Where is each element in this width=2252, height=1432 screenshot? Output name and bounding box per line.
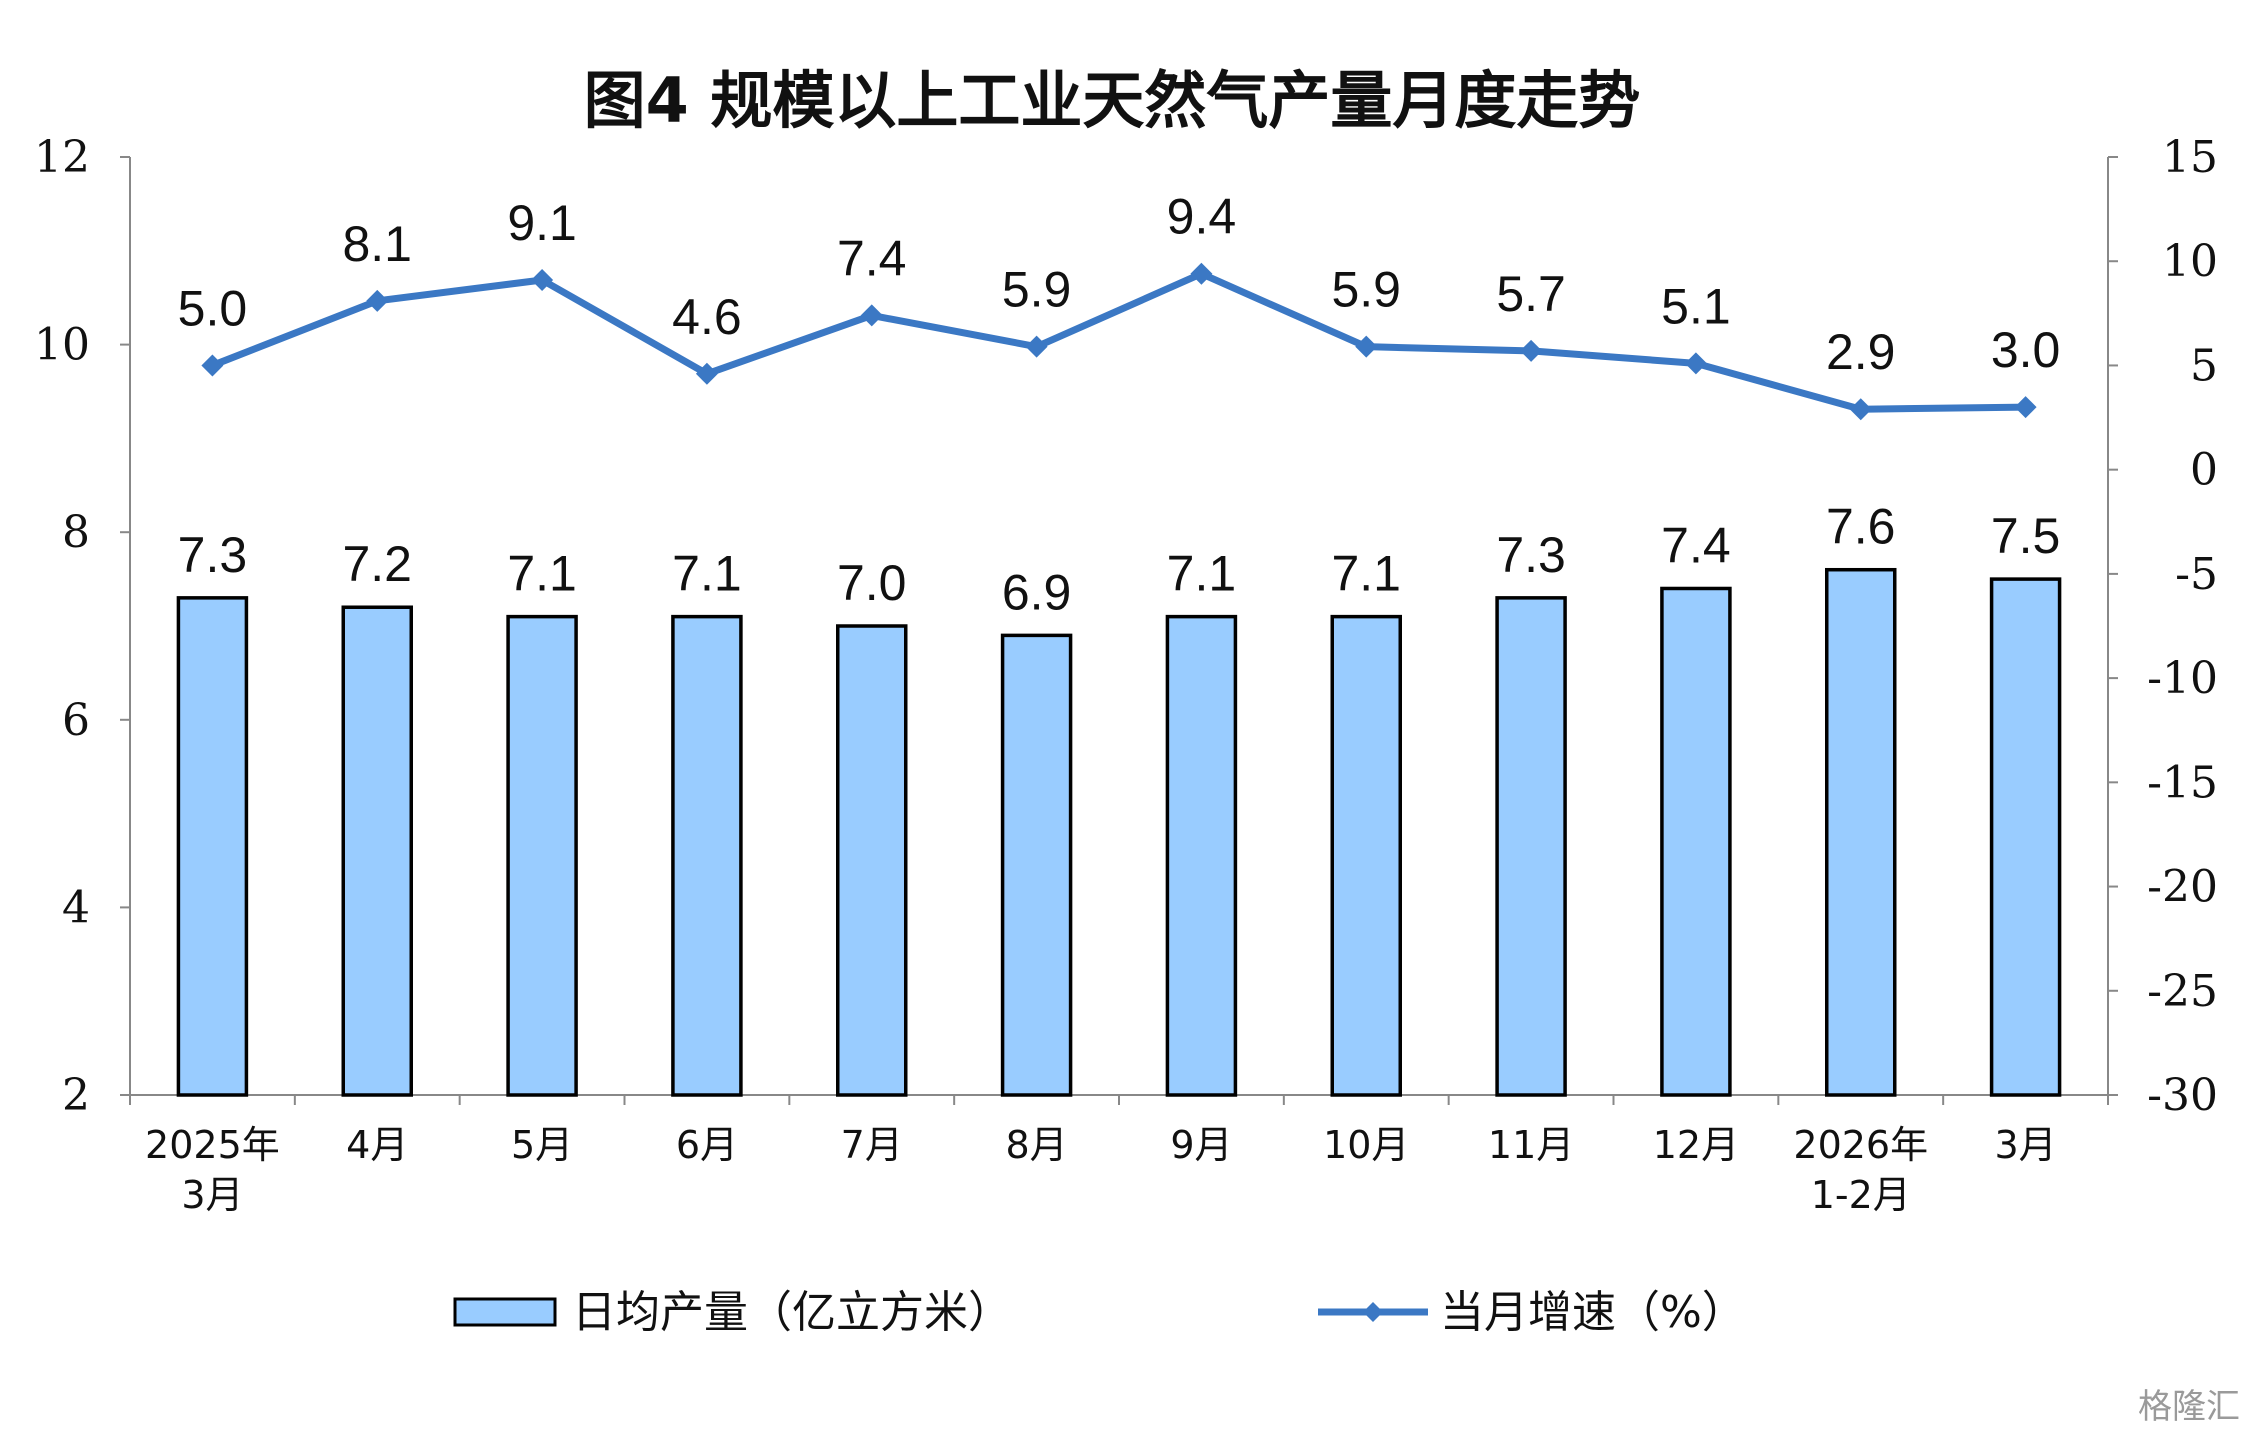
bar — [506, 614, 578, 1097]
y-left-tick-label: 12 — [34, 132, 90, 183]
x-category-label: 6月 — [676, 1123, 738, 1167]
y-right-tick-label: -25 — [2147, 966, 2218, 1017]
x-category-label: 12月 — [1653, 1123, 1739, 1167]
x-category-label: 2025年 — [145, 1123, 280, 1167]
x-category-label: 9月 — [1170, 1123, 1232, 1167]
y-left-tick-label: 8 — [62, 507, 90, 558]
y-left-tick-label: 2 — [62, 1070, 90, 1121]
y-left-tick-label: 6 — [62, 695, 90, 746]
y-right-tick-label: -20 — [2147, 862, 2218, 913]
y-right-tick-label: 10 — [2162, 236, 2218, 287]
y-right-tick-label: -15 — [2147, 757, 2218, 808]
line-data-label: 5.1 — [1661, 278, 1731, 334]
bar — [671, 614, 743, 1097]
line-marker — [201, 354, 224, 377]
y-left-tick-label: 10 — [34, 320, 90, 371]
x-category-label: 10月 — [1323, 1123, 1409, 1167]
y-right-tick-label: -10 — [2147, 653, 2218, 704]
line-marker — [2014, 396, 2037, 419]
bar-data-label: 7.3 — [178, 527, 248, 583]
line-data-label: 8.1 — [342, 216, 412, 272]
bar — [1165, 614, 1238, 1097]
line-data-label: 3.0 — [1991, 322, 2061, 378]
bar-data-label: 7.1 — [507, 546, 577, 602]
line-data-label: 9.4 — [1167, 189, 1237, 245]
watermark: 格隆汇 — [2138, 1387, 2240, 1427]
bar — [1330, 614, 1402, 1097]
line-data-label: 5.9 — [1002, 262, 1072, 318]
chart-title: 图4 规模以上工业天然气产量月度走势 — [584, 64, 1641, 137]
y-right-tick-label: 15 — [2162, 132, 2218, 183]
x-category-label: 11月 — [1488, 1123, 1574, 1167]
x-category-label: 4月 — [346, 1123, 408, 1167]
line-marker — [531, 268, 554, 291]
bar-data-label: 7.5 — [1991, 508, 2061, 564]
line-marker — [1190, 262, 1213, 285]
line-data-label: 5.0 — [178, 280, 248, 336]
bar — [341, 605, 413, 1097]
y-right-tick-label: 5 — [2190, 340, 2218, 391]
x-category-label: 8月 — [1005, 1123, 1067, 1167]
line-marker — [1520, 339, 1543, 362]
y-right-tick-label: -30 — [2147, 1070, 2218, 1121]
legend-swatch-marker — [1363, 1302, 1383, 1322]
bar — [1989, 577, 2062, 1097]
line-marker — [860, 304, 883, 327]
y-left-tick-label: 4 — [62, 882, 90, 933]
line-marker — [1684, 352, 1707, 375]
line-marker — [695, 362, 718, 385]
line-data-label: 7.4 — [837, 230, 907, 286]
line-data-label: 4.6 — [672, 289, 742, 345]
line-marker — [1355, 335, 1378, 358]
line-data-label: 5.7 — [1496, 266, 1566, 322]
line-marker — [1849, 398, 1872, 421]
bar-data-label: 7.3 — [1496, 527, 1566, 583]
line-data-label: 5.9 — [1331, 262, 1401, 318]
line-marker — [1025, 335, 1048, 358]
x-category-label: 3月 — [1994, 1123, 2056, 1167]
x-category-label: 1-2月 — [1811, 1173, 1911, 1217]
y-right-tick-label: 0 — [2190, 445, 2218, 496]
bar-data-label: 7.1 — [672, 546, 742, 602]
line-data-label: 2.9 — [1826, 324, 1896, 380]
bar-data-label: 7.6 — [1826, 499, 1896, 555]
bar-data-label: 6.9 — [1002, 564, 1072, 620]
bar-data-label: 7.1 — [1331, 546, 1401, 602]
growth-line — [211, 270, 2026, 413]
legend: 日均产量（亿立方米） 当月增速（%） — [453, 1287, 1746, 1338]
line-data-label: 9.1 — [507, 195, 577, 251]
x-category-label: 5月 — [511, 1123, 573, 1167]
line-marker — [366, 289, 389, 312]
legend-label-line: 当月增速（%） — [1440, 1287, 1746, 1338]
bar — [1000, 633, 1073, 1097]
legend-label-bar: 日均产量（亿立方米） — [572, 1287, 1012, 1338]
x-category-label: 2026年 — [1793, 1123, 1928, 1167]
x-category-label: 3月 — [181, 1173, 243, 1217]
bar-data-label: 7.2 — [342, 536, 412, 592]
bar-data-label: 7.1 — [1167, 546, 1237, 602]
legend-swatch-bar — [453, 1297, 557, 1327]
plot-area: 2 4 6 8 10 12 -30 -25 -20 -15 -10 -5 0 5 10 15 7.3 7.2 7.1… — [34, 132, 2218, 1217]
bar — [176, 596, 249, 1097]
bar — [1825, 567, 1897, 1097]
bar — [1495, 596, 1567, 1097]
y-right-tick-label: -5 — [2175, 549, 2218, 600]
bar-data-label: 7.0 — [837, 555, 907, 611]
bar-data-label: 7.4 — [1661, 517, 1731, 573]
bar — [836, 624, 908, 1097]
x-category-label: 7月 — [841, 1123, 903, 1167]
bar — [1660, 586, 1732, 1097]
